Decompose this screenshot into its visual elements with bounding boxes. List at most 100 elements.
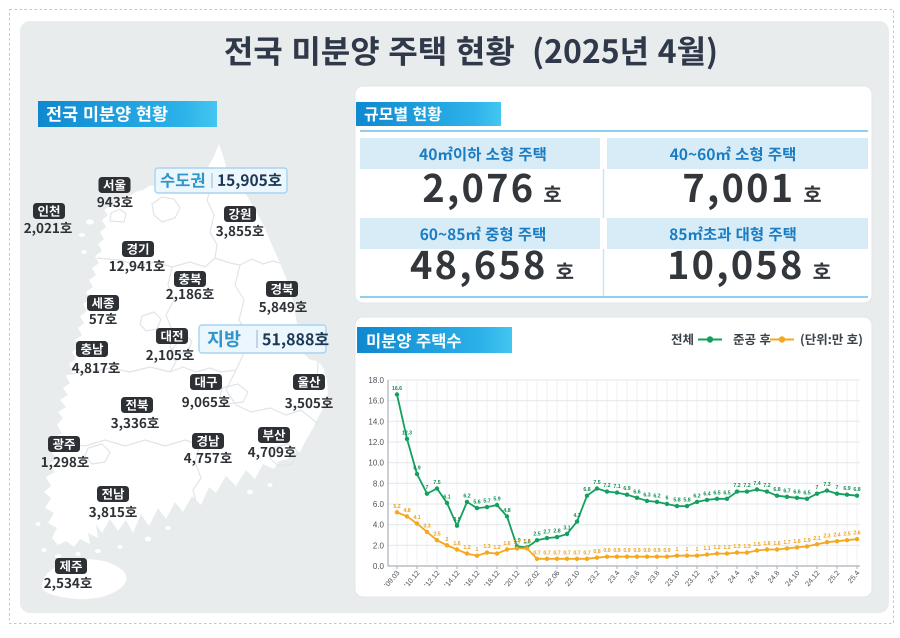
svg-text:2.0: 2.0 bbox=[373, 541, 385, 550]
svg-text:0.7: 0.7 bbox=[533, 550, 540, 556]
svg-text:10.0: 10.0 bbox=[368, 459, 384, 468]
svg-text:5.8: 5.8 bbox=[683, 498, 690, 504]
svg-text:6.7: 6.7 bbox=[783, 488, 790, 494]
svg-text:2.5: 2.5 bbox=[533, 532, 540, 538]
svg-text:1.7: 1.7 bbox=[513, 540, 520, 546]
svg-text:4.8: 4.8 bbox=[503, 508, 510, 514]
svg-text:2: 2 bbox=[446, 537, 449, 543]
svg-text:6.3: 6.3 bbox=[643, 492, 650, 498]
svg-text:6.2: 6.2 bbox=[653, 493, 660, 499]
svg-text:2.8: 2.8 bbox=[553, 529, 560, 535]
svg-text:1.1: 1.1 bbox=[703, 546, 710, 552]
svg-text:0.7: 0.7 bbox=[553, 550, 560, 556]
svg-text:6.8: 6.8 bbox=[583, 487, 590, 493]
svg-text:16.6: 16.6 bbox=[392, 386, 402, 392]
svg-text:4.8: 4.8 bbox=[403, 508, 410, 514]
svg-text:2.6: 2.6 bbox=[853, 531, 860, 537]
svg-text:1: 1 bbox=[696, 547, 699, 553]
svg-text:6.8: 6.8 bbox=[853, 487, 860, 493]
svg-text:7: 7 bbox=[816, 485, 819, 491]
svg-text:7.2: 7.2 bbox=[603, 483, 610, 489]
svg-text:6.2: 6.2 bbox=[463, 493, 470, 499]
svg-text:1.2: 1.2 bbox=[713, 545, 720, 551]
svg-text:6.6: 6.6 bbox=[633, 489, 640, 495]
svg-text:1: 1 bbox=[476, 547, 479, 553]
svg-text:12.3: 12.3 bbox=[402, 430, 412, 436]
svg-text:7.2: 7.2 bbox=[743, 483, 750, 489]
svg-text:3.1: 3.1 bbox=[563, 526, 570, 532]
svg-text:0.9: 0.9 bbox=[653, 548, 660, 554]
svg-text:14.0: 14.0 bbox=[368, 417, 384, 426]
svg-text:6.0: 6.0 bbox=[373, 500, 385, 509]
svg-text:1.6: 1.6 bbox=[763, 541, 770, 547]
svg-text:7: 7 bbox=[836, 485, 839, 491]
svg-text:7.2: 7.2 bbox=[733, 483, 740, 489]
svg-text:7.1: 7.1 bbox=[613, 484, 620, 490]
svg-text:1: 1 bbox=[686, 547, 689, 553]
svg-text:1.8: 1.8 bbox=[793, 539, 800, 545]
svg-text:1: 1 bbox=[676, 547, 679, 553]
svg-text:1.9: 1.9 bbox=[513, 538, 520, 544]
svg-text:2.7: 2.7 bbox=[543, 530, 550, 536]
svg-text:12.0: 12.0 bbox=[368, 438, 384, 447]
svg-text:1.8: 1.8 bbox=[523, 539, 530, 545]
svg-text:5.6: 5.6 bbox=[473, 500, 480, 506]
svg-text:6.2: 6.2 bbox=[693, 493, 700, 499]
svg-text:6.9: 6.9 bbox=[843, 486, 850, 492]
svg-text:7.5: 7.5 bbox=[593, 480, 600, 486]
svg-text:8.0: 8.0 bbox=[373, 479, 385, 488]
svg-text:7.4: 7.4 bbox=[753, 481, 760, 487]
svg-text:0.7: 0.7 bbox=[583, 550, 590, 556]
svg-text:2.1: 2.1 bbox=[813, 536, 820, 542]
svg-text:0.9: 0.9 bbox=[603, 548, 610, 554]
svg-text:1.2: 1.2 bbox=[463, 545, 470, 551]
svg-text:7.3: 7.3 bbox=[823, 482, 830, 488]
svg-text:1.6: 1.6 bbox=[773, 541, 780, 547]
svg-text:7.2: 7.2 bbox=[763, 483, 770, 489]
svg-text:8.9: 8.9 bbox=[413, 466, 420, 472]
svg-text:7.5: 7.5 bbox=[433, 480, 440, 486]
svg-text:6.1: 6.1 bbox=[443, 495, 450, 501]
svg-text:0.0: 0.0 bbox=[373, 562, 385, 571]
svg-text:6.4: 6.4 bbox=[703, 491, 710, 497]
svg-text:1.5: 1.5 bbox=[753, 542, 760, 548]
svg-text:0.9: 0.9 bbox=[613, 548, 620, 554]
svg-text:6.5: 6.5 bbox=[713, 490, 720, 496]
svg-text:1.7: 1.7 bbox=[783, 540, 790, 546]
svg-text:6.9: 6.9 bbox=[623, 486, 630, 492]
svg-text:1.3: 1.3 bbox=[733, 544, 740, 550]
svg-text:4.0: 4.0 bbox=[373, 521, 385, 530]
svg-text:6: 6 bbox=[666, 496, 669, 502]
svg-text:1.2: 1.2 bbox=[493, 545, 500, 551]
svg-text:0.9: 0.9 bbox=[633, 548, 640, 554]
svg-text:4.3: 4.3 bbox=[573, 513, 580, 519]
svg-text:7: 7 bbox=[426, 485, 429, 491]
svg-text:0.9: 0.9 bbox=[663, 548, 670, 554]
svg-text:0.9: 0.9 bbox=[623, 548, 630, 554]
svg-text:2.3: 2.3 bbox=[823, 534, 830, 540]
svg-text:5.8: 5.8 bbox=[673, 498, 680, 504]
svg-text:1.3: 1.3 bbox=[483, 544, 490, 550]
svg-text:4.1: 4.1 bbox=[413, 515, 420, 521]
svg-text:1.3: 1.3 bbox=[743, 544, 750, 550]
svg-text:2.5: 2.5 bbox=[433, 532, 440, 538]
svg-text:1.7: 1.7 bbox=[523, 540, 530, 546]
svg-text:0.7: 0.7 bbox=[573, 550, 580, 556]
svg-text:2.4: 2.4 bbox=[833, 533, 840, 539]
svg-text:0.7: 0.7 bbox=[543, 550, 550, 556]
svg-text:0.9: 0.9 bbox=[643, 548, 650, 554]
svg-text:16.0: 16.0 bbox=[368, 397, 384, 406]
svg-text:0.8: 0.8 bbox=[593, 549, 600, 555]
svg-text:5.7: 5.7 bbox=[483, 499, 490, 505]
svg-text:3.3: 3.3 bbox=[423, 523, 430, 529]
svg-text:5.2: 5.2 bbox=[393, 504, 400, 510]
svg-text:6.5: 6.5 bbox=[803, 490, 810, 496]
svg-text:5.9: 5.9 bbox=[493, 497, 500, 503]
svg-text:18.0: 18.0 bbox=[368, 376, 384, 385]
svg-text:6.6: 6.6 bbox=[793, 489, 800, 495]
svg-text:6.5: 6.5 bbox=[723, 490, 730, 496]
svg-text:1.9: 1.9 bbox=[803, 538, 810, 544]
svg-text:2.5: 2.5 bbox=[843, 532, 850, 538]
svg-text:1.6: 1.6 bbox=[503, 541, 510, 547]
svg-text:6.8: 6.8 bbox=[773, 487, 780, 493]
